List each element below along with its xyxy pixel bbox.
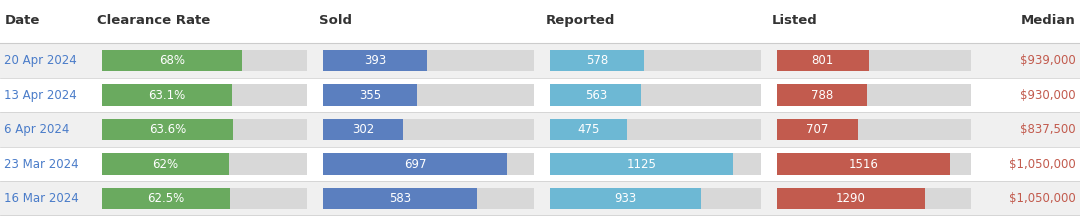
Text: 302: 302 <box>352 123 375 136</box>
FancyBboxPatch shape <box>102 188 230 210</box>
Text: 1125: 1125 <box>626 158 657 171</box>
FancyBboxPatch shape <box>0 181 1080 216</box>
FancyBboxPatch shape <box>0 147 1080 181</box>
FancyBboxPatch shape <box>324 188 477 210</box>
Text: 475: 475 <box>578 123 599 136</box>
Text: $939,000: $939,000 <box>1020 54 1076 67</box>
FancyBboxPatch shape <box>778 50 972 71</box>
FancyBboxPatch shape <box>0 43 1080 78</box>
Text: 23 Mar 2024: 23 Mar 2024 <box>4 158 79 171</box>
Text: 933: 933 <box>615 192 637 205</box>
FancyBboxPatch shape <box>551 188 760 210</box>
FancyBboxPatch shape <box>551 50 644 71</box>
FancyBboxPatch shape <box>102 119 232 140</box>
Text: 13 Apr 2024: 13 Apr 2024 <box>4 89 77 102</box>
FancyBboxPatch shape <box>778 188 924 210</box>
FancyBboxPatch shape <box>551 119 627 140</box>
FancyBboxPatch shape <box>324 50 534 71</box>
FancyBboxPatch shape <box>102 153 307 175</box>
FancyBboxPatch shape <box>778 119 858 140</box>
FancyBboxPatch shape <box>551 188 701 210</box>
Text: 697: 697 <box>404 158 427 171</box>
FancyBboxPatch shape <box>0 112 1080 147</box>
Text: 62%: 62% <box>152 158 178 171</box>
Text: Listed: Listed <box>772 14 818 27</box>
FancyBboxPatch shape <box>551 153 760 175</box>
FancyBboxPatch shape <box>551 50 760 71</box>
FancyBboxPatch shape <box>778 84 972 106</box>
Text: $1,050,000: $1,050,000 <box>1009 158 1076 171</box>
FancyBboxPatch shape <box>102 50 242 71</box>
Text: 801: 801 <box>812 54 834 67</box>
Text: 6 Apr 2024: 6 Apr 2024 <box>4 123 70 136</box>
Text: Date: Date <box>4 14 40 27</box>
Text: 583: 583 <box>389 192 411 205</box>
Text: 355: 355 <box>360 89 381 102</box>
Text: $837,500: $837,500 <box>1020 123 1076 136</box>
Text: 563: 563 <box>584 89 607 102</box>
FancyBboxPatch shape <box>551 153 732 175</box>
FancyBboxPatch shape <box>0 78 1080 112</box>
FancyBboxPatch shape <box>324 153 534 175</box>
FancyBboxPatch shape <box>102 84 307 106</box>
Text: 1290: 1290 <box>836 192 866 205</box>
FancyBboxPatch shape <box>778 50 868 71</box>
FancyBboxPatch shape <box>324 119 534 140</box>
Text: 707: 707 <box>807 123 828 136</box>
FancyBboxPatch shape <box>778 153 972 175</box>
Text: $1,050,000: $1,050,000 <box>1009 192 1076 205</box>
FancyBboxPatch shape <box>102 50 307 71</box>
FancyBboxPatch shape <box>778 153 950 175</box>
Text: Clearance Rate: Clearance Rate <box>97 14 211 27</box>
FancyBboxPatch shape <box>778 188 972 210</box>
Text: 578: 578 <box>586 54 608 67</box>
FancyBboxPatch shape <box>778 119 972 140</box>
Text: 20 Apr 2024: 20 Apr 2024 <box>4 54 77 67</box>
FancyBboxPatch shape <box>102 119 307 140</box>
Text: 62.5%: 62.5% <box>148 192 185 205</box>
FancyBboxPatch shape <box>551 84 642 106</box>
FancyBboxPatch shape <box>102 188 307 210</box>
Text: 1516: 1516 <box>849 158 879 171</box>
Text: 16 Mar 2024: 16 Mar 2024 <box>4 192 79 205</box>
Text: 393: 393 <box>364 54 387 67</box>
FancyBboxPatch shape <box>778 84 867 106</box>
Text: 63.1%: 63.1% <box>148 89 186 102</box>
FancyBboxPatch shape <box>324 188 534 210</box>
FancyBboxPatch shape <box>324 153 507 175</box>
FancyBboxPatch shape <box>551 84 760 106</box>
FancyBboxPatch shape <box>102 84 231 106</box>
FancyBboxPatch shape <box>324 50 427 71</box>
FancyBboxPatch shape <box>102 153 229 175</box>
Text: $930,000: $930,000 <box>1020 89 1076 102</box>
FancyBboxPatch shape <box>551 119 760 140</box>
Text: 63.6%: 63.6% <box>149 123 186 136</box>
Text: Reported: Reported <box>545 14 615 27</box>
Text: Median: Median <box>1021 14 1076 27</box>
Text: Sold: Sold <box>319 14 352 27</box>
Text: 68%: 68% <box>159 54 185 67</box>
FancyBboxPatch shape <box>324 84 534 106</box>
FancyBboxPatch shape <box>324 119 403 140</box>
Text: 788: 788 <box>811 89 834 102</box>
FancyBboxPatch shape <box>324 84 417 106</box>
